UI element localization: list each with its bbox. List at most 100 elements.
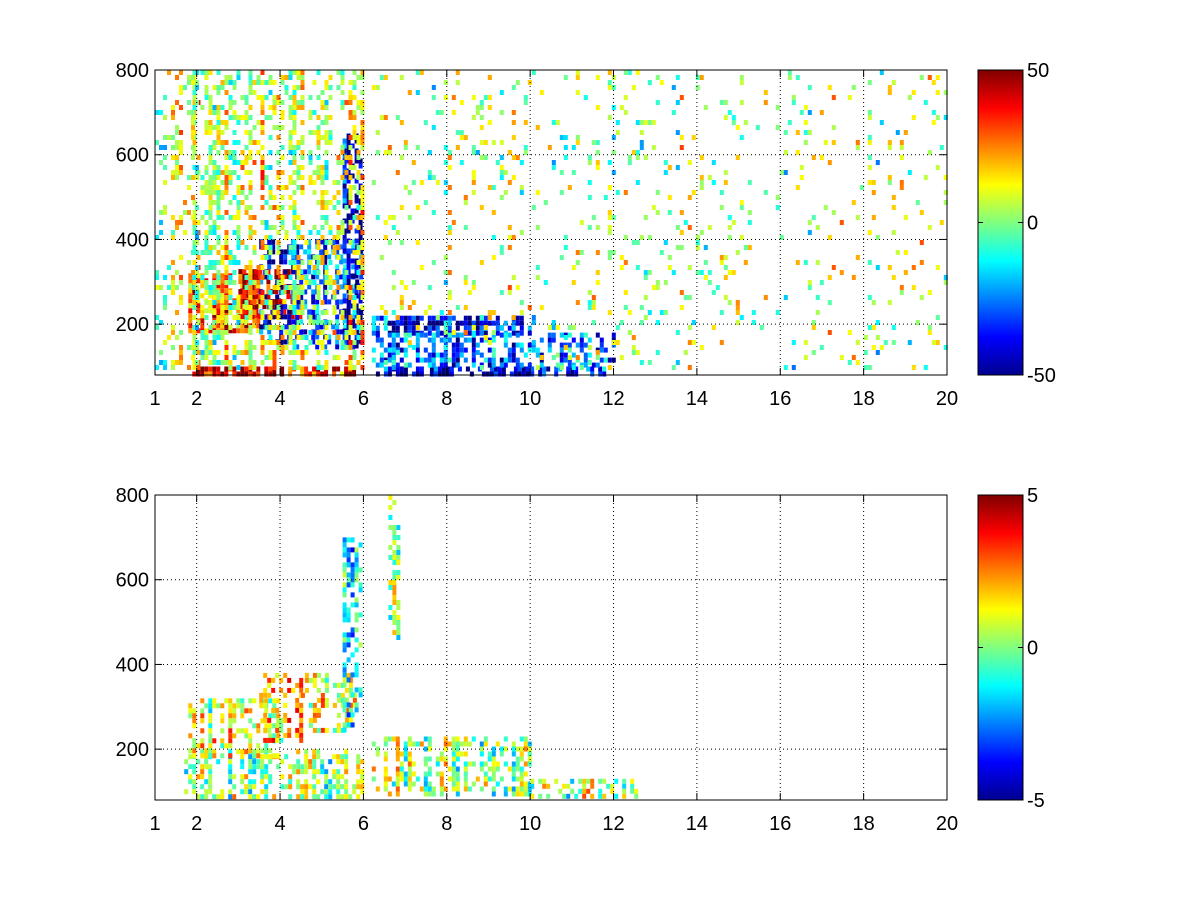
heatmap-cell <box>212 340 217 345</box>
heatmap-cell <box>175 170 179 175</box>
heatmap-cell <box>547 325 552 330</box>
heatmap-cell <box>339 329 344 335</box>
heatmap-cell <box>267 677 272 683</box>
heatmap-cell <box>867 230 872 235</box>
heatmap-cell <box>342 138 347 144</box>
heatmap-cell <box>587 160 592 165</box>
heatmap-cell <box>328 240 333 245</box>
heatmap-cell <box>283 314 288 320</box>
heatmap-cell <box>403 781 408 787</box>
heatmap-cell <box>447 210 452 215</box>
heatmap-cell <box>344 687 349 693</box>
heatmap-cell <box>295 244 300 250</box>
heatmap-cell <box>427 305 432 310</box>
heatmap-cell <box>248 764 253 770</box>
heatmap-cell <box>187 210 191 215</box>
heatmap-cell <box>232 100 237 105</box>
heatmap-cell <box>455 786 460 792</box>
heatmap-cell <box>260 340 265 345</box>
heatmap-cell <box>855 340 860 345</box>
heatmap-cell <box>463 135 468 140</box>
heatmap-cell <box>356 205 361 210</box>
heatmap-cell <box>358 248 363 254</box>
heatmap-cell <box>268 759 273 765</box>
heatmap-cell <box>346 557 351 563</box>
heatmap-cell <box>320 190 325 195</box>
heatmap-cell <box>315 299 320 305</box>
heatmap-cell <box>283 304 288 310</box>
heatmap-cell <box>352 95 357 100</box>
heatmap-cell <box>427 285 432 290</box>
heatmap-cell <box>875 320 880 325</box>
heatmap-cell <box>371 776 376 782</box>
heatmap-cell <box>875 335 880 340</box>
heatmap-cell <box>511 347 516 353</box>
heatmap-cell <box>395 320 400 326</box>
heatmap-cell <box>348 707 353 713</box>
heatmap-cell <box>236 260 241 265</box>
heatmap-cell <box>427 791 432 797</box>
heatmap-cell <box>527 325 532 331</box>
heatmap-cell <box>340 310 345 315</box>
heatmap-cell <box>240 160 245 165</box>
heatmap-cell <box>220 245 225 250</box>
heatmap-cell <box>927 290 932 295</box>
heatmap-cell <box>258 274 263 280</box>
heatmap-cell <box>348 682 353 688</box>
heatmap-cell <box>266 279 271 285</box>
heatmap-cell <box>391 736 396 742</box>
heatmap-cell <box>379 115 384 120</box>
heatmap-cell <box>503 746 508 752</box>
heatmap-cell <box>391 225 396 230</box>
heatmap-cell <box>435 180 440 185</box>
heatmap-cell <box>304 789 309 795</box>
heatmap-cell <box>204 345 209 350</box>
heatmap-cell <box>208 145 213 150</box>
heatmap-cell <box>272 753 277 759</box>
heatmap-cell <box>679 245 684 250</box>
heatmap-cell <box>248 769 253 775</box>
heatmap-cell <box>467 741 472 747</box>
heatmap-cell <box>300 150 305 155</box>
heatmap-cell <box>346 273 351 279</box>
heatmap-cell <box>260 350 265 355</box>
heatmap-cell <box>292 305 297 310</box>
heatmap-cell <box>252 318 257 324</box>
heatmap-cell <box>342 537 347 543</box>
heatmap-cell <box>471 357 476 363</box>
heatmap-cell <box>187 365 191 370</box>
heatmap-cell <box>411 781 416 787</box>
heatmap-cell <box>587 290 592 295</box>
heatmap-cell <box>240 366 245 372</box>
heatmap-cell <box>923 175 928 180</box>
heatmap-cell <box>419 332 424 338</box>
heatmap-cell <box>272 310 277 315</box>
heatmap-cell <box>260 170 265 175</box>
heatmap-cell <box>371 766 376 772</box>
heatmap-cell <box>523 736 528 742</box>
heatmap-cell <box>388 515 393 520</box>
heatmap-cell <box>578 788 583 794</box>
heatmap-cell <box>304 240 309 245</box>
heatmap-cell <box>503 357 508 363</box>
heatmap-cell <box>627 330 632 335</box>
heatmap-cell <box>308 330 313 335</box>
heatmap-cell <box>614 793 619 799</box>
x-tick-label: 20 <box>936 388 958 410</box>
heatmap-cell <box>244 120 249 125</box>
heatmap-cell <box>308 155 313 160</box>
heatmap-cell <box>312 784 317 790</box>
heatmap-cell <box>260 105 265 110</box>
heatmap-cell <box>300 80 305 85</box>
heatmap-cell <box>598 371 603 377</box>
heatmap-cell <box>332 366 337 372</box>
heatmap-cell <box>350 712 355 718</box>
heatmap-cell <box>403 756 408 762</box>
heatmap-cell <box>587 195 592 200</box>
heatmap-cell <box>252 784 257 790</box>
heatmap-cell <box>427 175 432 180</box>
heatmap-cell <box>204 270 209 275</box>
heatmap-cell <box>346 607 351 613</box>
heatmap-cell <box>300 275 305 280</box>
heatmap-cell <box>923 100 928 105</box>
